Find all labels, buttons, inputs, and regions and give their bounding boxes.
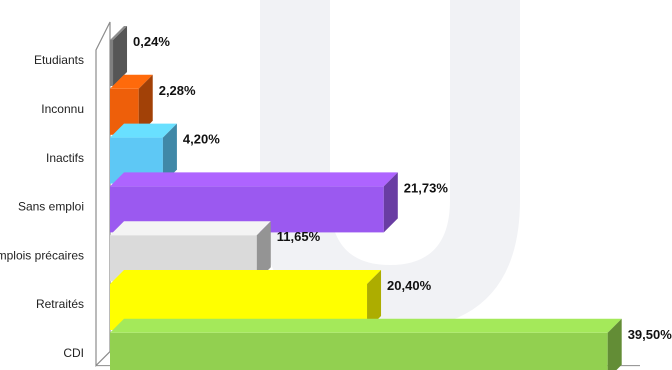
bar-cdi [110,318,622,370]
value-label: 11,65% [277,229,321,244]
bar-side [607,318,622,370]
bar-side [138,74,153,135]
bar-top [110,221,271,236]
category-label: Emplois précaires [0,248,84,262]
bars-layer [110,26,622,370]
bar-side [113,26,128,86]
bar-etudiants [110,26,128,86]
bar-side [383,172,398,233]
value-label: 20,40% [387,278,432,293]
category-label: CDI [63,346,84,360]
axis-wall [95,21,111,368]
labels-layer: Etudiants 0,24% Inconnu 2,28% Inactifs 4,20% S… [0,34,672,360]
value-label: 21,73% [404,180,449,195]
bar-side [367,270,382,330]
bar-retrait-s [110,270,382,330]
bar-top [110,123,177,138]
category-label: Sans emploi [18,200,84,214]
bar-top [110,74,153,89]
value-label: 0,24% [133,34,170,49]
bar-front [110,332,608,370]
value-label: 39,50% [628,327,672,342]
value-label: 2,28% [159,83,196,98]
category-label: Inconnu [41,102,84,116]
category-label: Retraités [36,297,84,311]
bar-top [110,318,622,333]
bar-top [110,172,398,187]
value-label: 4,20% [183,132,220,147]
category-label: Etudiants [34,53,84,67]
bar-top [110,26,128,40]
category-label: Inactifs [46,151,84,165]
bar-front [110,40,114,86]
bar-side [162,123,177,184]
bar-side [256,221,271,282]
bar-top [110,270,382,284]
background-watermark [260,0,520,330]
